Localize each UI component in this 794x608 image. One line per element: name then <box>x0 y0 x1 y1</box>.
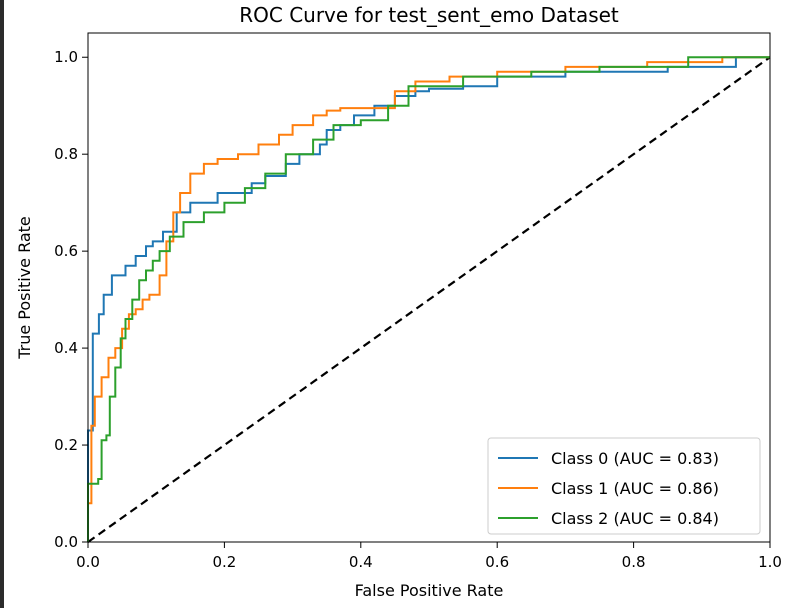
y-tick-label: 0.4 <box>54 339 78 357</box>
y-tick-label: 1.0 <box>54 48 78 66</box>
y-tick-label: 0.8 <box>54 145 78 163</box>
x-tick-label: 0.2 <box>212 553 236 571</box>
reference-diagonal-line <box>87 56 771 543</box>
x-tick-label: 1.0 <box>758 553 782 571</box>
y-tick-label: 0.6 <box>54 242 78 260</box>
x-tick-label: 0.6 <box>485 553 509 571</box>
legend-label-class-1: Class 1 (AUC = 0.86) <box>551 479 719 498</box>
y-tick-label: 0.0 <box>54 533 78 551</box>
y-tick-label: 0.2 <box>54 436 78 454</box>
series-line-class-1 <box>87 56 770 542</box>
legend-box <box>487 437 761 535</box>
plot-area <box>87 56 771 543</box>
series-line-class-2 <box>87 56 770 542</box>
legend: Class 0 (AUC = 0.83) Class 1 (AUC = 0.86)… <box>487 437 761 535</box>
chart-title: ROC Curve for test_sent_emo Dataset <box>239 3 619 27</box>
x-tick-label: 0.0 <box>76 553 100 571</box>
x-axis-title: False Positive Rate <box>355 581 504 600</box>
x-tick-label: 0.8 <box>622 553 646 571</box>
legend-label-class-2: Class 2 (AUC = 0.84) <box>551 509 719 528</box>
legend-label-class-0: Class 0 (AUC = 0.83) <box>551 449 719 468</box>
axes-frame <box>87 32 771 543</box>
y-axis-title: True Positive Rate <box>15 216 34 360</box>
window-edge <box>0 0 4 608</box>
x-tick-label: 0.4 <box>349 553 373 571</box>
